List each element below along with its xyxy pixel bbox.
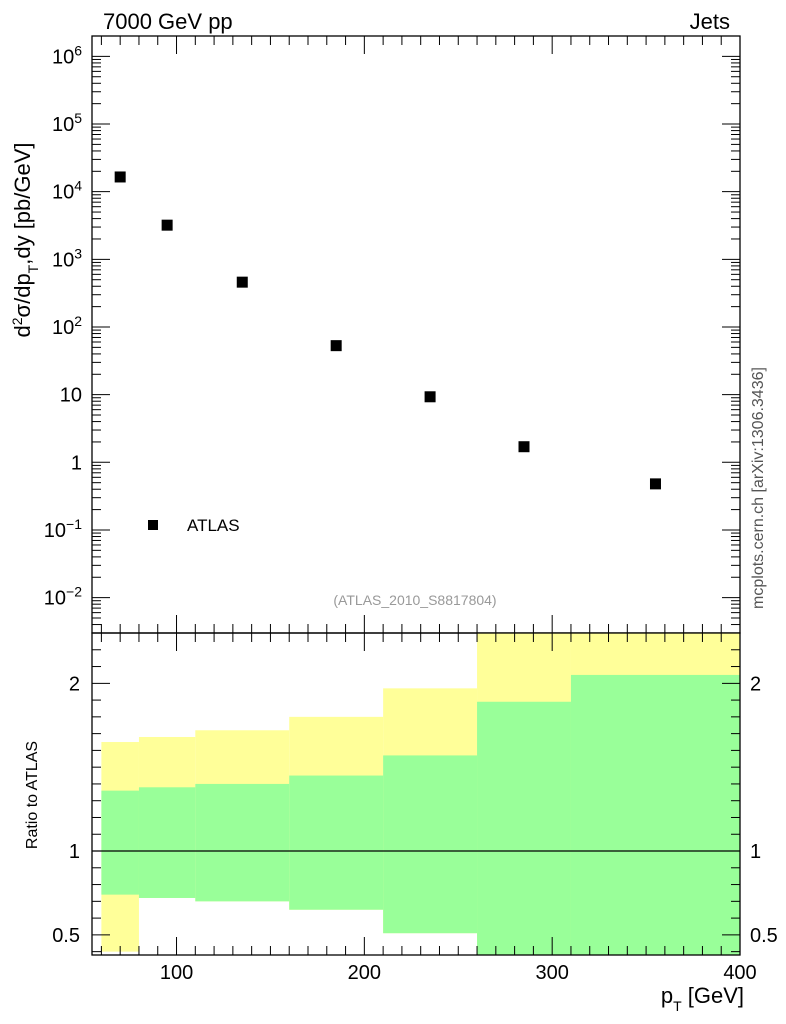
header-left: 7000 GeV pp bbox=[103, 9, 233, 34]
legend-marker-atlas bbox=[148, 520, 158, 530]
ratio-frame bbox=[91, 632, 741, 956]
data-point bbox=[518, 441, 530, 453]
main-frame bbox=[91, 35, 741, 634]
y-tick-label: 103 bbox=[52, 245, 82, 271]
ratio-y-tick-label-right: 0.5 bbox=[750, 925, 778, 947]
y-axis-label: d2σ/dpT,dy [pb/GeV] bbox=[9, 142, 41, 337]
main-panel: 10−2 10−1 1 10 102 103 104 105 106 bbox=[44, 35, 741, 634]
data-point bbox=[114, 171, 126, 183]
ratio-y-tick-label: 0.5 bbox=[52, 925, 80, 947]
x-tick-label: 200 bbox=[348, 962, 381, 984]
y-tick-label: 105 bbox=[52, 110, 82, 136]
y-tick-label: 10−2 bbox=[44, 584, 82, 610]
x-tick-label: 100 bbox=[160, 962, 193, 984]
ratio-y-tick-label: 1 bbox=[69, 841, 80, 863]
y-tick-label: 106 bbox=[52, 42, 82, 68]
band-inner-bin bbox=[477, 701, 571, 955]
band-inner-bin bbox=[138, 787, 196, 898]
y-tick-label: 104 bbox=[52, 178, 82, 204]
x-tick-label: 300 bbox=[535, 962, 568, 984]
x-axis-label: pT [GeV] bbox=[661, 983, 744, 1014]
y-tick-label: 10 bbox=[60, 385, 82, 407]
ratio-y-tick-label-right: 1 bbox=[750, 841, 761, 863]
ratio-panel: 100 200 300 400 0.5 0.5 1 1 2 2 bbox=[52, 632, 778, 984]
data-point bbox=[236, 276, 248, 288]
band-inner-bin bbox=[289, 775, 384, 910]
band-inner-bin bbox=[570, 674, 740, 955]
y-tick-label: 102 bbox=[52, 313, 82, 339]
legend: ATLAS bbox=[148, 516, 240, 535]
ratio-y-tick-label-right: 2 bbox=[750, 673, 761, 695]
legend-label-atlas: ATLAS bbox=[187, 516, 240, 535]
band-inner-bin bbox=[383, 755, 478, 934]
data-point bbox=[649, 478, 661, 490]
watermark: mcplots.cern.ch [arXiv:1306.3436] bbox=[750, 367, 767, 609]
data-point bbox=[424, 391, 436, 403]
y-tick-label: 1 bbox=[71, 452, 82, 474]
ratio-y-axis-label: Ratio to ATLAS bbox=[24, 741, 41, 849]
ratio-y-tick-label: 2 bbox=[69, 673, 80, 695]
data-point bbox=[161, 219, 173, 231]
analysis-id: (ATLAS_2010_S8817804) bbox=[333, 592, 496, 608]
header-right: Jets bbox=[690, 9, 730, 34]
data-point bbox=[330, 340, 342, 352]
band-inner-bin bbox=[101, 790, 139, 895]
y-tick-label: 10−1 bbox=[44, 516, 82, 542]
band-inner-bin bbox=[195, 783, 290, 902]
x-tick-label: 400 bbox=[723, 962, 756, 984]
